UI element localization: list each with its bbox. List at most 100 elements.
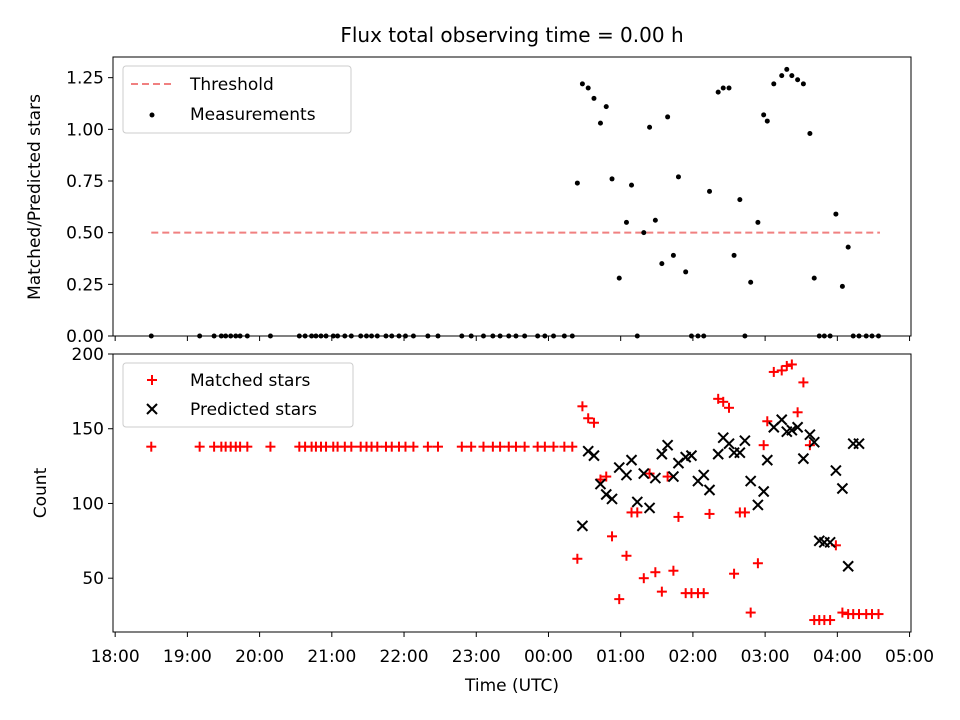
predicted-star-point-b: [776, 414, 788, 426]
predicted-star-point: [576, 520, 589, 532]
x-tick-label: 20:00: [235, 647, 284, 667]
matched-star-point: [668, 565, 679, 576]
bottom-legend: Matched stars Predicted stars: [122, 362, 354, 428]
predicted-star-point-b: [830, 464, 842, 477]
legend-threshold-label: Threshold: [189, 75, 274, 95]
predicted-star-point: [752, 499, 764, 511]
predicted-star-point: [804, 429, 816, 441]
predicted-star-point-b: [613, 461, 625, 474]
matched-star-point: [194, 441, 205, 452]
matched-star-point: [837, 607, 848, 618]
predicted-star-point-b: [853, 437, 865, 450]
matched-star-point: [621, 550, 632, 561]
measurement-point: [715, 89, 721, 95]
matched-star-point: [607, 531, 618, 542]
top-y-tick-label: 0.00: [66, 327, 104, 347]
matched-star-point: [601, 471, 612, 482]
predicted-star-point: [620, 469, 633, 481]
measurement-point: [748, 279, 754, 285]
bottom-y-tick-label: 200: [72, 345, 104, 365]
bottom-y-axis-label: Count: [31, 467, 51, 518]
predicted-star-point-b: [824, 536, 836, 549]
matched-star-point: [776, 365, 787, 376]
measurement-point: [731, 252, 737, 258]
x-tick-label: 19:00: [163, 647, 212, 667]
x-tick-label: 21:00: [307, 647, 356, 667]
predicted-star-point: [594, 478, 607, 490]
measurement-point: [659, 261, 665, 267]
matched-star-point: [548, 441, 559, 452]
matched-star-point: [346, 441, 357, 452]
predicted-star-point: [853, 437, 865, 450]
measurement-point: [623, 219, 629, 225]
matched-star-point: [577, 401, 588, 412]
matched-star-point: [614, 594, 625, 605]
predicted-star-point: [643, 502, 656, 514]
x-tick-label: 05:00: [885, 647, 934, 667]
predicted-star-point-b: [606, 493, 618, 505]
measurement-point: [597, 120, 603, 126]
top-y-tick-label: 0.50: [66, 224, 104, 244]
predicted-star-point: [776, 414, 788, 426]
matched-star-point: [745, 607, 756, 618]
matched-star-point: [422, 441, 433, 452]
matched-star-point: [673, 511, 684, 522]
predicted-star-point-b: [638, 467, 650, 480]
x-tick-label: 03:00: [741, 647, 790, 667]
matched-star-point: [704, 508, 715, 519]
predicted-star-point: [625, 454, 638, 466]
predicted-star-point-b: [620, 469, 633, 481]
predicted-star-point-b: [667, 470, 680, 483]
measurement-point: [784, 66, 790, 72]
legend-predicted-marker-b: [146, 403, 158, 415]
predicted-star-point-b: [842, 560, 854, 572]
measurement-point: [755, 219, 761, 225]
predicted-star-point: [808, 436, 820, 448]
predicted-star-point-b: [656, 448, 668, 460]
matched-star-point: [572, 553, 583, 564]
matched-star-point: [242, 441, 253, 452]
measurement-point: [609, 176, 615, 182]
matched-star-point: [724, 402, 735, 413]
top-y-tick-label: 0.75: [66, 172, 104, 192]
bottom-axis-ticks: 18:00 19:00 20:00 21:00 22:00 23:00 00:00 01:00…: [72, 345, 935, 667]
predicted-star-point-b: [661, 439, 674, 451]
measurement-point: [641, 230, 647, 236]
measurement-point: [683, 269, 689, 275]
predicted-star-point: [830, 464, 842, 477]
predicted-star-point: [757, 485, 770, 498]
predicted-star-point-b: [582, 445, 594, 457]
predicted-star-point: [761, 454, 773, 466]
predicted-star-point: [685, 449, 698, 462]
predicted-star-point-b: [791, 421, 804, 433]
predicted-star-point: [606, 493, 618, 505]
measurement-point: [647, 124, 653, 130]
top-y-tick-label: 0.25: [66, 275, 104, 295]
predicted-star-point-b: [712, 448, 724, 460]
top-legend: Threshold Measurements: [122, 65, 352, 134]
bottom-y-tick-label: 150: [72, 420, 104, 440]
measurement-point: [585, 85, 591, 91]
legend-measurements-label: Measurements: [190, 105, 316, 125]
predicted-star-point: [836, 482, 849, 495]
measurement-point: [833, 211, 839, 217]
measurement-point: [811, 275, 817, 281]
predicted-star-point-b: [625, 454, 638, 466]
matched-star-point: [638, 573, 649, 584]
predicted-star-point: [786, 424, 798, 436]
matched-star-point: [656, 586, 667, 597]
predicted-star-point-b: [813, 535, 825, 547]
x-tick-label: 18:00: [91, 647, 140, 667]
bottom-axes-frame: [112, 353, 912, 633]
predicted-star-point-b: [703, 484, 716, 496]
matched-star-point: [588, 417, 599, 428]
legend-measurements-swatch: [149, 112, 155, 118]
predicted-star-point: [631, 496, 644, 508]
matched-star-point: [567, 441, 578, 452]
measurement-point: [670, 252, 676, 258]
bottom-y-tick-label: 50: [82, 569, 104, 589]
matched-star-point: [519, 441, 530, 452]
predicted-star-point-b: [698, 469, 710, 481]
matched-star-point: [539, 441, 550, 452]
matched-star-point: [644, 468, 655, 479]
